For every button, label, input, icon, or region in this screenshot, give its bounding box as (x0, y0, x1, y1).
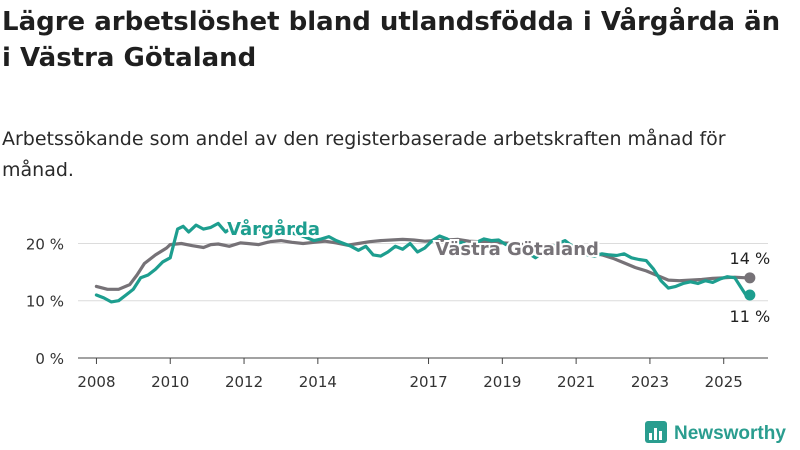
annotations: 14 % 11 % Vårgårda Västra Götaland (225, 216, 771, 326)
x-tick-label: 2010 (151, 373, 189, 391)
x-tick-label: 2008 (77, 373, 115, 391)
newsworthy-logo: Newsworthy (644, 421, 786, 447)
x-tick-label: 2019 (483, 373, 521, 391)
series-label: Vårgårda (227, 218, 320, 240)
chart-subtitle: Arbetssökande som andel av den registerb… (2, 128, 726, 181)
end-point-v-stra-g-taland (744, 272, 756, 284)
axes: 0 % 10 % 20 % 2008 2010 2012 2014 2017 2019 2021 2… (26, 235, 768, 391)
x-tick-label: 2014 (299, 373, 337, 391)
brand-name: Newsworthy (674, 423, 786, 444)
series-lines (94, 221, 756, 304)
gridlines (78, 242, 768, 302)
series-line-v-stra-g-taland (94, 237, 748, 291)
x-tick-label: 2012 (225, 373, 263, 391)
y-tick-label: 0 % (35, 350, 64, 368)
x-tick-label: 2025 (705, 373, 743, 391)
bar-chart-icon (644, 420, 668, 448)
x-tick-label: 2023 (631, 373, 669, 391)
end-value-label: 14 % (730, 249, 771, 268)
end-point-v-rg-rda (744, 289, 756, 301)
series-line-v-rg-rda (94, 221, 748, 304)
series-label: Västra Götaland (435, 239, 599, 260)
x-tick-label: 2017 (409, 373, 447, 391)
y-tick-label: 10 % (26, 293, 64, 311)
x-tick-label: 2021 (557, 373, 595, 391)
y-tick-label: 20 % (26, 235, 64, 253)
chart-title: Lägre arbetslöshet bland utlandsfödda i … (2, 7, 781, 73)
end-value-label: 11 % (730, 307, 771, 326)
